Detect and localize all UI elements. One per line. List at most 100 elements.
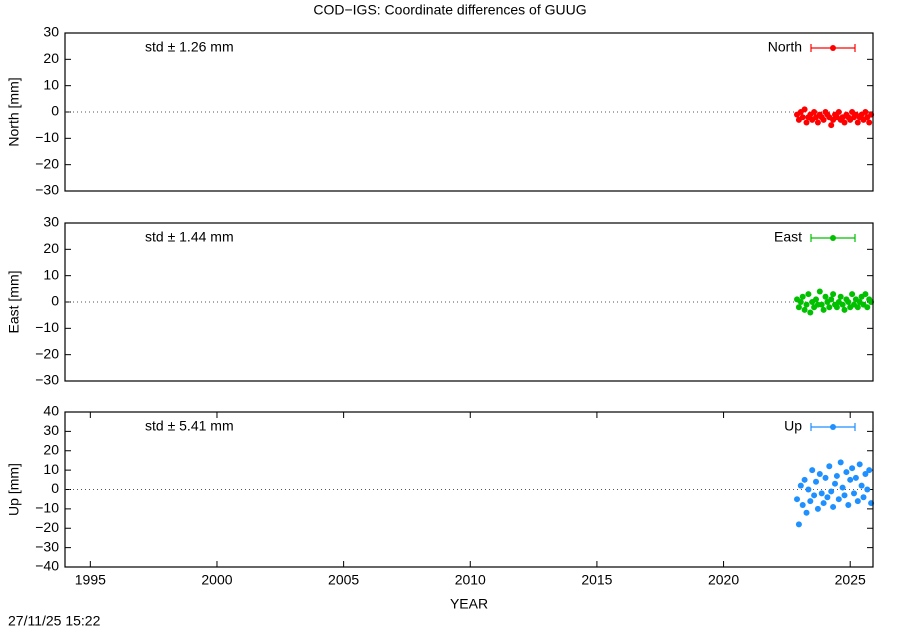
x-tick-label: 1995: [75, 572, 106, 588]
data-point: [837, 459, 844, 466]
data-point: [858, 482, 865, 489]
plot-frame: [64, 411, 874, 568]
data-point: [818, 301, 825, 308]
y-tick-label: −10: [35, 319, 59, 335]
data-point: [814, 505, 821, 512]
data-point: [813, 296, 820, 303]
std-annotation: std ± 1.26 mm: [145, 39, 234, 55]
legend-label: North: [768, 39, 802, 55]
data-point: [818, 490, 825, 497]
data-point: [799, 293, 806, 300]
legend-symbol: [830, 424, 836, 430]
data-point: [797, 482, 804, 489]
data-point: [799, 502, 806, 508]
y-tick-label: 20: [43, 50, 59, 66]
data-point: [822, 474, 829, 481]
x-axis-label: YEAR: [450, 596, 488, 612]
data-point: [824, 494, 831, 501]
x-tick-label: 2005: [328, 572, 359, 588]
legend-symbol: [830, 45, 836, 51]
x-tick-label: 2015: [581, 572, 612, 588]
y-tick-label: 20: [43, 441, 59, 457]
y-tick-label: 0: [51, 103, 59, 119]
data-point: [803, 119, 810, 126]
data-point: [801, 106, 808, 113]
data-point: [839, 484, 846, 491]
y-tick-label: 30: [43, 422, 59, 438]
data-point: [866, 119, 873, 126]
data-point: [833, 304, 840, 311]
y-tick-label: −40: [35, 558, 59, 574]
chart-title: COD−IGS: Coordinate differences of GUUG: [313, 2, 586, 18]
legend-symbol: [830, 235, 836, 241]
data-point: [795, 304, 802, 311]
y-tick-label: 30: [43, 24, 59, 40]
data-point: [860, 494, 867, 501]
data-point: [849, 291, 856, 298]
y-tick-label: −20: [35, 155, 59, 171]
y-tick-label: −30: [35, 182, 59, 198]
data-point: [828, 296, 835, 303]
data-point: [866, 467, 873, 474]
plot-frame: [64, 32, 874, 192]
data-point: [805, 291, 812, 298]
data-point: [816, 288, 823, 295]
data-point: [851, 490, 858, 497]
y-tick-label: 10: [43, 266, 59, 282]
data-point: [841, 492, 848, 499]
data-point: [841, 306, 848, 313]
x-tick-label: 2020: [708, 572, 739, 588]
x-tick-label: 2010: [455, 572, 486, 588]
data-point: [803, 509, 810, 516]
y-axis-label: North [mm]: [6, 77, 22, 146]
data-point: [862, 109, 869, 115]
y-tick-label: −10: [35, 500, 59, 516]
data-point: [841, 119, 848, 126]
data-point: [811, 109, 818, 115]
data-point: [837, 293, 844, 300]
data-point: [832, 480, 839, 487]
data-point: [795, 521, 802, 528]
y-tick-label: −30: [35, 538, 59, 554]
y-tick-label: −20: [35, 345, 59, 361]
x-tick-label: 2025: [835, 572, 866, 588]
data-point: [816, 471, 823, 477]
data-point: [835, 109, 842, 115]
data-point: [828, 122, 835, 129]
data-point: [845, 502, 852, 508]
data-point: [854, 304, 861, 311]
data-point: [801, 476, 808, 483]
data-point: [849, 465, 856, 472]
data-point: [826, 463, 833, 470]
plot-frame: [64, 222, 874, 382]
data-point: [809, 467, 816, 474]
data-point: [864, 486, 871, 493]
data-point: [811, 492, 818, 499]
data-point: [835, 496, 842, 503]
data-point: [813, 478, 820, 485]
footer: 27/11/25 15:22: [8, 613, 101, 629]
y-tick-label: 0: [51, 293, 59, 309]
y-tick-label: −30: [35, 372, 59, 388]
data-point: [847, 476, 854, 483]
data-point: [852, 474, 859, 481]
data-point: [805, 486, 812, 493]
data-point: [843, 469, 850, 476]
data-point: [801, 306, 808, 313]
data-point: [820, 500, 827, 507]
data-point: [839, 301, 846, 308]
data-point: [830, 291, 837, 298]
data-point: [833, 472, 840, 479]
std-annotation: std ± 5.41 mm: [145, 418, 234, 434]
data-point: [822, 293, 829, 300]
y-tick-label: 40: [43, 403, 59, 419]
y-tick-label: 10: [43, 461, 59, 477]
data-point: [803, 301, 810, 308]
y-tick-label: 20: [43, 240, 59, 256]
data-point: [830, 503, 837, 510]
data-point: [864, 304, 871, 311]
data-point: [799, 114, 806, 121]
y-tick-label: −20: [35, 519, 59, 535]
data-point: [856, 461, 863, 468]
